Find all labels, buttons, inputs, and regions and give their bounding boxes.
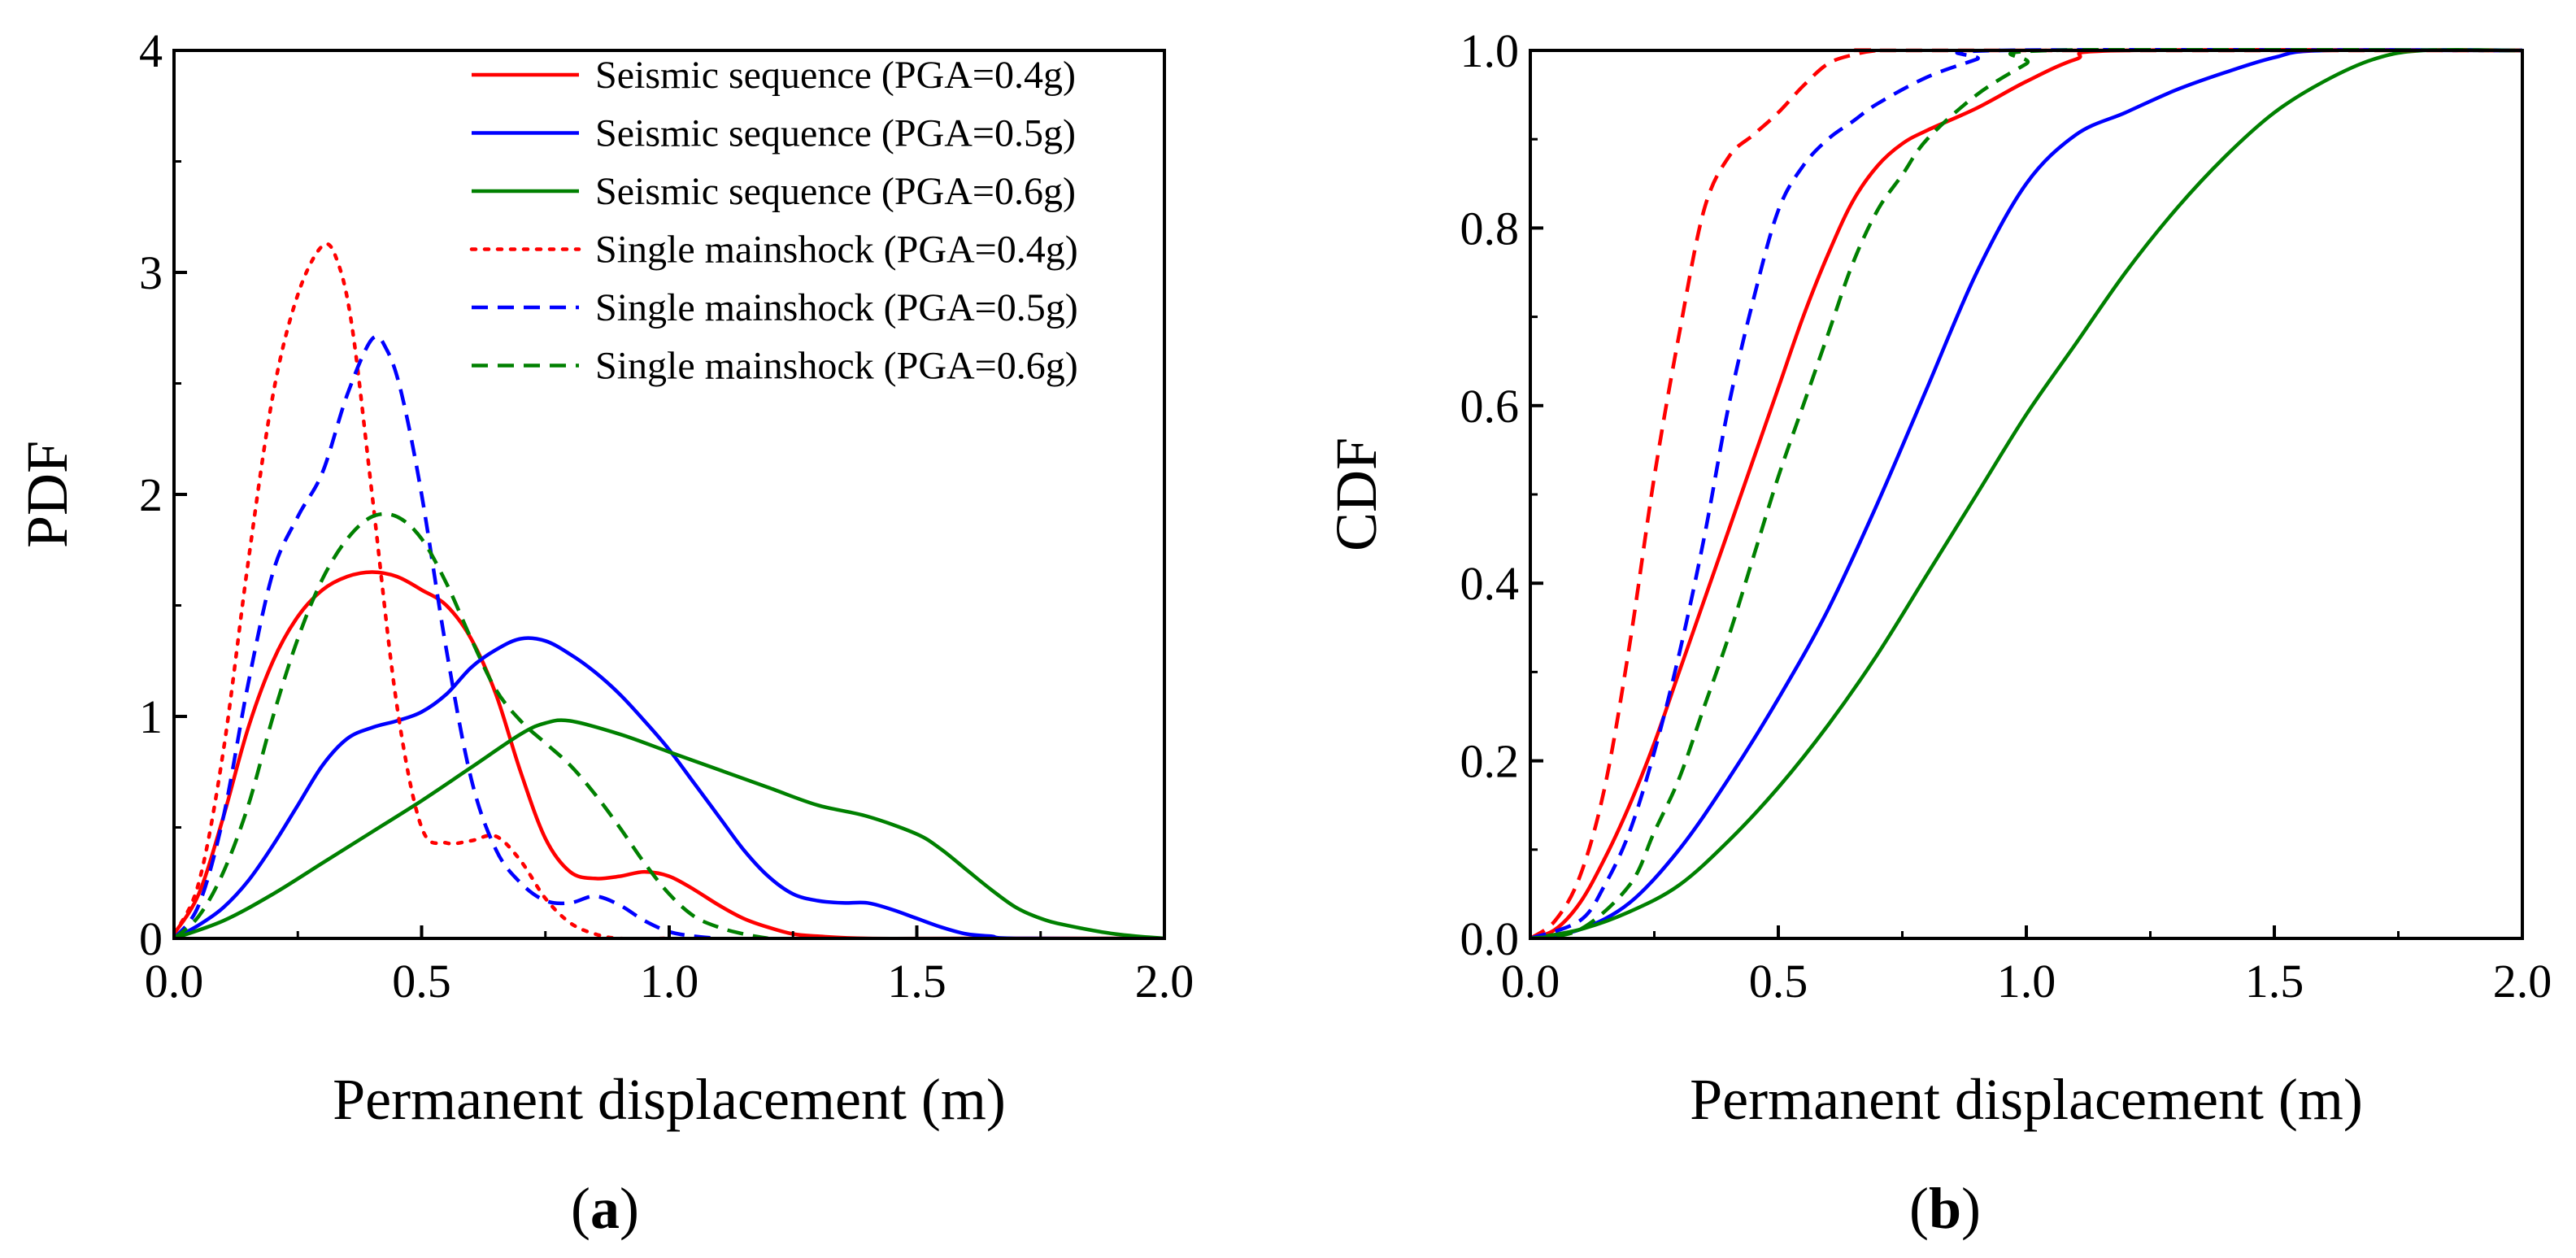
legend: Seismic sequence (PGA=0.4g) Seismic seque… [469, 54, 1078, 388]
x-tick-label: 0.0 [145, 955, 204, 1008]
series-line-3 [1530, 48, 2522, 938]
x-tick-label: 1.5 [2245, 955, 2304, 1008]
x-tick-label: 0.0 [1501, 955, 1560, 1008]
series-line-3 [174, 718, 1164, 938]
y-tick-label: 0 [139, 912, 163, 965]
legend-label-1: Seismic sequence (PGA=0.4g) [595, 54, 1076, 97]
legend-label-3: Seismic sequence (PGA=0.6g) [595, 170, 1076, 213]
series-line-5 [1530, 48, 2522, 938]
y-tick-label: 0.6 [1460, 380, 1520, 433]
y-tick-label: 3 [139, 246, 163, 299]
series-line-4 [174, 242, 672, 938]
y-tick-label: 4 [139, 24, 163, 77]
y-tick-label: 2 [139, 468, 163, 521]
x-tick-label: 2.0 [2493, 955, 2552, 1008]
series-line-5 [174, 334, 720, 938]
series-line-6 [174, 511, 769, 938]
y-tick-label: 1.0 [1460, 24, 1520, 77]
x-tick-label: 0.5 [392, 955, 451, 1008]
x-tick-label: 1.0 [1997, 955, 2056, 1008]
y-axis-title: PDF [15, 441, 80, 548]
cdf-chart-panel: 0.0 0.5 1.0 1.5 2.0 0.0 0.2 0.4 0.6 0.8 1.0 Permane… [1324, 24, 2552, 1132]
x-tick-label: 0.5 [1749, 955, 1808, 1008]
series-line-4 [1530, 48, 2522, 938]
caption-a: (a) [571, 1176, 639, 1241]
y-tick-label: 1 [139, 690, 163, 743]
y-tick-label: 0.8 [1460, 202, 1520, 255]
legend-label-4: Single mainshock (PGA=0.4g) [595, 229, 1078, 272]
x-axis-title: Permanent displacement (m) [333, 1067, 1006, 1132]
y-tick-label: 0.0 [1460, 912, 1520, 965]
legend-label-5: Single mainshock (PGA=0.5g) [595, 286, 1078, 329]
x-tick-label: 1.0 [640, 955, 699, 1008]
series-line-1 [1530, 48, 2522, 938]
caption-b: (b) [1909, 1176, 1981, 1241]
y-tick-label: 0.4 [1460, 557, 1520, 610]
x-tick-label: 2.0 [1135, 955, 1194, 1008]
pdf-chart-panel: 0.0 0.5 1.0 1.5 2.0 0 1 2 3 4 Permanent displaceme… [15, 24, 1194, 1132]
y-axis-title: CDF [1324, 437, 1389, 551]
y-tick-label: 0.2 [1460, 735, 1520, 788]
series-line-6 [1530, 48, 2522, 938]
series-line-2 [174, 636, 1164, 938]
series-group [1530, 48, 2522, 938]
series-line-2 [1530, 48, 2522, 938]
legend-label-6: Single mainshock (PGA=0.6g) [595, 345, 1078, 388]
x-tick-label: 1.5 [887, 955, 946, 1008]
x-axis-title: Permanent displacement (m) [1690, 1067, 2363, 1132]
legend-label-2: Seismic sequence (PGA=0.5g) [595, 112, 1076, 155]
